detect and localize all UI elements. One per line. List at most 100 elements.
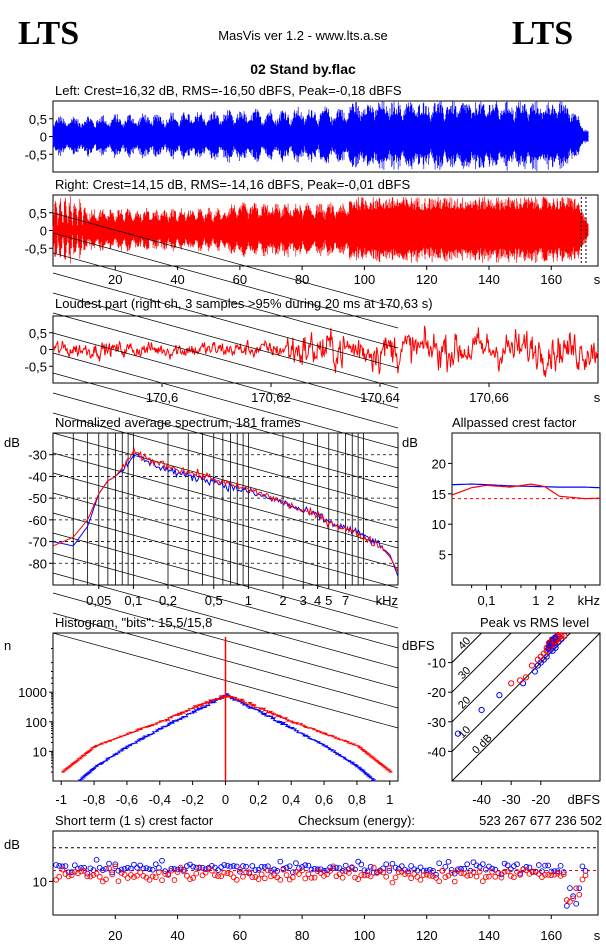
short-term-point-right (349, 865, 355, 871)
short-term-point-right (458, 870, 464, 876)
spectrum-ytick-label: -60 (28, 513, 47, 528)
short-term-point-right (526, 870, 533, 877)
short-term-point-left (386, 867, 393, 874)
spectrum-xtick-label: 0,1 (124, 593, 142, 608)
short-term-point-right (56, 873, 63, 880)
short-term-point-right (171, 877, 178, 883)
short-term-point-left (71, 862, 78, 869)
short-term-point-left (240, 863, 246, 869)
peak-rms-cluster-point (551, 637, 558, 645)
spectrum-slope-line (52, 452, 399, 549)
short-term-point-left (152, 861, 159, 868)
short-term-point-left (355, 858, 362, 865)
peak-rms-xtick-label: -30 (502, 792, 521, 807)
short-term-point-right (106, 865, 112, 872)
short-term-point-right (548, 872, 555, 879)
time-xtick-label: 140 (478, 272, 500, 287)
peak-rms-ytick-label: -10 (427, 656, 446, 671)
spectrum-xtick-label: 0,2 (159, 593, 177, 608)
loudest-xtick-label: 170,64 (360, 390, 400, 405)
short-term-point-right (268, 873, 274, 880)
spectrum-ytick-label: -70 (28, 535, 47, 550)
histogram-ytick-label: 100 (25, 715, 47, 730)
short-term-point-right (426, 872, 433, 879)
time-xtick-label: 20 (108, 272, 122, 287)
peak-rms-point-left (534, 662, 541, 669)
short-term-point-right (302, 875, 309, 882)
short-term-point-left (106, 860, 112, 867)
short-term-point-left (121, 866, 128, 872)
short-term-point-right (489, 868, 495, 875)
short-term-point-right (131, 874, 137, 880)
short-term-point-right (582, 872, 589, 879)
short-term-point-right (227, 871, 234, 877)
short-term-point-right (156, 869, 162, 875)
short-term-point-right (507, 873, 514, 879)
spectrum-xunit: kHz (376, 593, 398, 608)
spectrum-xtick-label: 0,5 (205, 593, 223, 608)
spectrum-slope-line (52, 392, 399, 489)
short-term-point-right (355, 876, 362, 882)
peak-rms-frame (451, 632, 601, 782)
spectrum-ytick-label: -50 (28, 491, 47, 506)
right-waveform-ytick-label: -0,5 (25, 241, 47, 256)
peak-rms-point-left (454, 730, 462, 737)
short-term-point-right (417, 877, 424, 883)
short-term-point-left (398, 863, 405, 870)
short-term-point-right (408, 875, 414, 882)
short-term-point-right (576, 891, 583, 898)
short-term-xtick-label: 20 (108, 928, 122, 943)
short-term-point-right (545, 871, 552, 878)
short-term-point-left (367, 863, 374, 870)
short-term-point-left (392, 864, 399, 871)
short-term-point-left (364, 868, 371, 875)
allpassed-crest-title: Allpassed crest factor (452, 415, 577, 430)
short-term-point-right (504, 868, 511, 875)
short-term-point-right (386, 865, 393, 872)
short-term-point-left (567, 885, 573, 891)
short-term-point-right (330, 863, 337, 870)
short-term-point-left (433, 871, 439, 878)
short-term-point-right (579, 876, 586, 883)
short-term-point-left (436, 860, 443, 867)
short-term-point-right (467, 872, 474, 879)
short-term-point-right (389, 879, 396, 886)
short-term-point-right (473, 873, 480, 880)
short-term-point-left (59, 863, 66, 870)
short-term-point-right (370, 864, 377, 871)
short-term-point-left (68, 869, 75, 875)
spectrum-xtick-label: 7 (342, 593, 349, 608)
left-waveform-title: Left: Crest=16,32 dB, RMS=-16,50 dBFS, P… (55, 83, 402, 98)
short-term-point-left (149, 866, 156, 873)
short-term-point-right (221, 869, 228, 876)
short-term-point-right (339, 874, 346, 881)
loudest-ytick-label: 0 (40, 343, 47, 358)
spectrum-ytick-label: -30 (28, 448, 47, 463)
short-term-point-right (71, 868, 78, 875)
short-term-point-right (187, 876, 193, 882)
spectrum-slope-line (52, 492, 399, 589)
short-term-point-left (557, 862, 564, 869)
short-term-point-left (308, 866, 315, 873)
short-term-point-right (430, 873, 436, 879)
allpassed-ytick-label: 10 (432, 517, 446, 532)
peak-rms-point-left (496, 692, 503, 699)
spectrum-series-left (53, 451, 398, 577)
short-term-point-left (442, 863, 449, 870)
spectrum-xtick-label: 0,05 (86, 593, 111, 608)
histogram-xtick-label: -0,2 (181, 792, 203, 807)
short-term-point-right (118, 870, 125, 876)
short-term-point-right (246, 869, 253, 876)
short-term-point-left (483, 866, 489, 873)
short-term-point-right (395, 869, 402, 876)
short-term-point-left (143, 865, 150, 871)
peak-rms-ytick-label: -30 (427, 715, 446, 730)
short-term-point-left (455, 866, 461, 873)
right-waveform-ytick-label: 0,5 (29, 206, 47, 221)
short-term-point-right (455, 868, 461, 874)
short-term-point-right (84, 873, 91, 880)
short-term-point-right (479, 878, 486, 885)
short-term-point-left (408, 863, 414, 869)
peak-rms-point-right (508, 680, 515, 687)
allpassed-series-right (451, 483, 600, 500)
